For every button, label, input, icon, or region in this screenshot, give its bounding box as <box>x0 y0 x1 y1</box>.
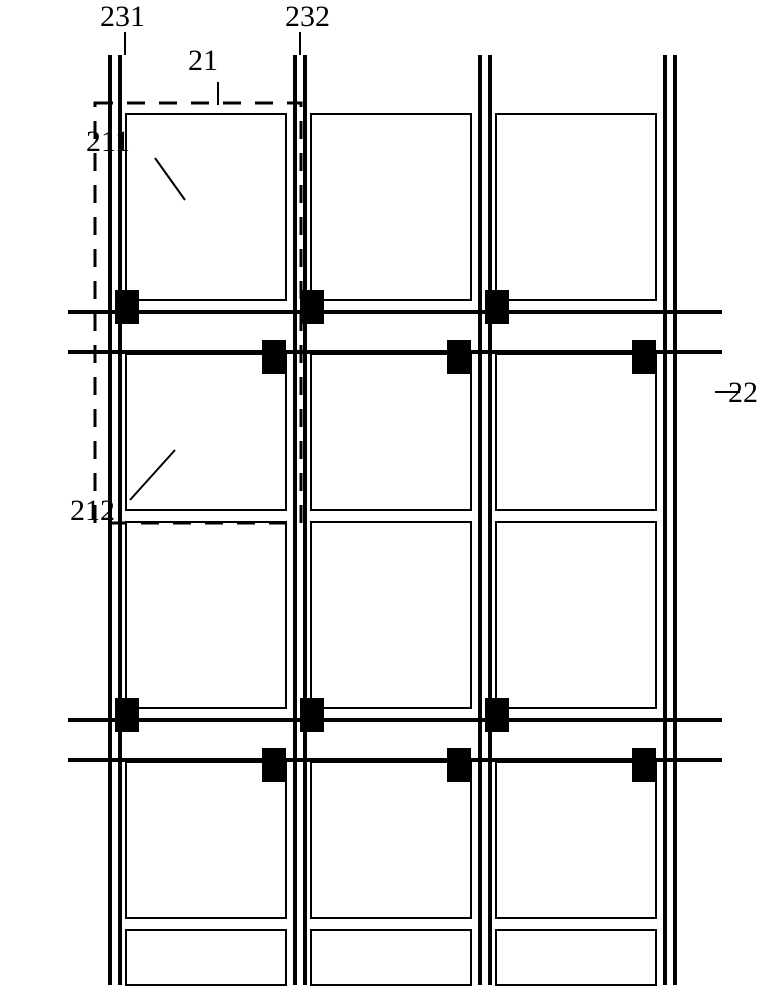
label-22: 22 <box>728 376 758 410</box>
label-211: 211 <box>86 125 130 159</box>
label-232: 232 <box>285 0 330 34</box>
label-21: 21 <box>188 44 218 78</box>
diagram-container: 231 232 21 211 212 22 <box>0 0 775 1000</box>
label-212: 212 <box>70 494 115 528</box>
label-231: 231 <box>100 0 145 34</box>
